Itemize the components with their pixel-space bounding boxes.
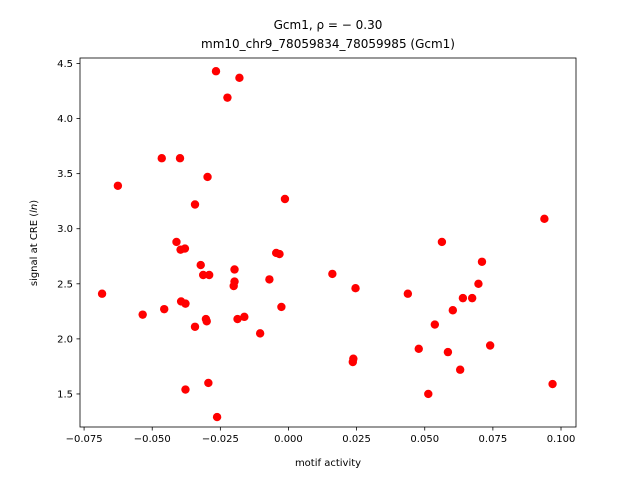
axes-frame (79, 57, 577, 428)
x-tick-label: 0.075 (479, 434, 508, 445)
y-axis-label-italic: ln (29, 204, 40, 213)
data-point (477, 257, 487, 266)
chart-title-line1: Gcm1, ρ = − 0.30 (274, 18, 383, 32)
data-point (212, 412, 222, 422)
data-point (458, 293, 468, 303)
data-point (157, 154, 166, 163)
data-point (424, 389, 433, 399)
data-point (467, 293, 477, 303)
y-tick-label: 2.0 (57, 334, 73, 345)
x-tick-label: −0.050 (134, 434, 171, 445)
data-points (97, 67, 557, 422)
data-point (198, 270, 208, 280)
y-tick-label: 3.5 (57, 169, 73, 180)
data-point (277, 302, 286, 312)
x-tick-label: 0.025 (342, 434, 371, 445)
data-point (181, 299, 190, 308)
data-point (240, 312, 249, 322)
data-point (204, 378, 213, 388)
data-point (190, 200, 200, 209)
data-point (230, 265, 239, 274)
data-point (485, 341, 495, 350)
data-point (211, 67, 221, 76)
data-point (349, 354, 358, 363)
x-tick-label: −0.075 (66, 434, 103, 445)
y-tick-label: 2.5 (57, 279, 73, 290)
data-point (474, 279, 483, 289)
data-point (230, 277, 239, 286)
y-tick-label: 1.5 (57, 389, 73, 400)
x-tick-label: −0.025 (202, 434, 239, 445)
data-point (275, 249, 284, 259)
chart-title-line2: mm10_chr9_78059834_78059985 (Gcm1) (201, 37, 455, 51)
data-point (181, 385, 190, 394)
data-point (160, 304, 169, 314)
data-point (235, 73, 244, 83)
x-tick-label: 0.100 (547, 434, 576, 445)
data-point (351, 284, 360, 293)
data-point (113, 181, 123, 190)
data-point (172, 237, 181, 247)
data-point (190, 322, 200, 331)
axis-ticks: −0.075 −0.050 −0.025 0.000 0.025 0.050 0.075 0.… (57, 59, 575, 445)
data-point (437, 237, 447, 247)
y-tick-label: 4.0 (57, 114, 73, 125)
data-point (430, 320, 440, 329)
x-tick-label: 0.050 (410, 434, 439, 445)
data-point (233, 314, 242, 324)
x-tick-label: 0.000 (274, 434, 303, 445)
data-point (548, 379, 557, 389)
y-axis-label-suffix: ) (29, 200, 40, 204)
data-point (138, 310, 147, 319)
data-point (265, 275, 274, 284)
y-axis-label-prefix: signal at CRE ( (29, 213, 40, 286)
data-point (255, 329, 265, 338)
data-point (202, 317, 211, 326)
data-point (97, 289, 107, 298)
data-point (540, 214, 549, 224)
data-point (203, 172, 212, 182)
data-point (443, 347, 453, 357)
x-axis-label: motif activity (295, 458, 361, 469)
data-point (180, 244, 190, 253)
data-point (175, 154, 185, 163)
data-point (196, 260, 205, 270)
data-point (403, 289, 413, 298)
y-tick-label: 3.0 (57, 224, 73, 235)
data-point (455, 365, 465, 374)
data-point (328, 269, 337, 279)
data-point (414, 344, 423, 353)
data-point (448, 306, 458, 315)
data-point (204, 270, 214, 280)
y-axis-label: signal at CRE (ln) (29, 200, 40, 286)
y-tick-label: 4.5 (57, 59, 73, 70)
data-point (280, 194, 290, 204)
data-point (223, 93, 232, 102)
